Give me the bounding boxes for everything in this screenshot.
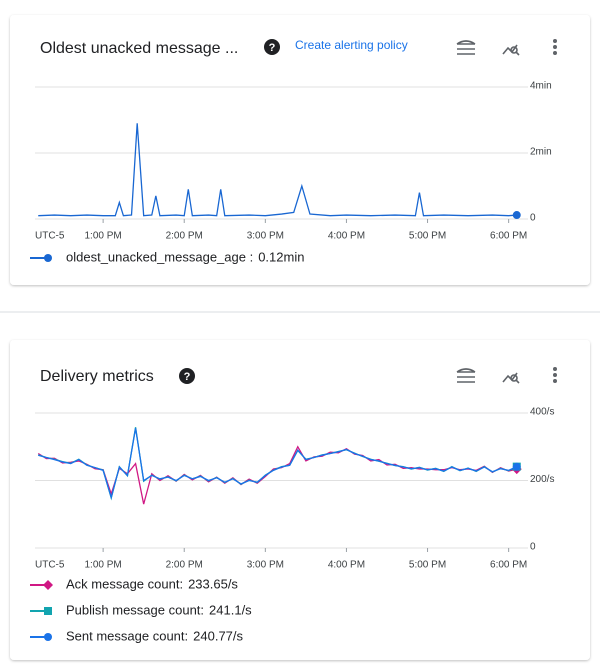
x-tick-label: 1:00 PM	[85, 231, 122, 242]
alert-link[interactable]: Create alerting policy	[295, 38, 408, 52]
legend-marker	[43, 580, 53, 590]
x-tick-label: 5:00 PM	[409, 560, 446, 571]
card-title: Delivery metrics	[40, 368, 154, 385]
x-tick-label: 1:00 PM	[85, 560, 122, 571]
x-tick-label: 6:00 PM	[490, 560, 527, 571]
legend-name: Sent message count:	[66, 628, 188, 643]
x-tick-label: 6:00 PM	[490, 231, 527, 242]
x-tick-label: 3:00 PM	[247, 560, 284, 571]
legend-toggle-icon[interactable]	[456, 40, 476, 55]
legend-toggle-icon[interactable]	[456, 368, 476, 383]
timezone-label: UTC-5	[35, 231, 65, 242]
x-tick-label: 3:00 PM	[247, 231, 284, 242]
legend-name: Ack message count:	[66, 576, 183, 591]
help-icon[interactable]: ?	[179, 368, 195, 384]
legend-marker	[44, 607, 52, 615]
legend-name: Publish message count:	[66, 602, 204, 617]
series-line	[38, 123, 517, 217]
more-icon[interactable]	[553, 367, 557, 383]
legend-name: oldest_unacked_message_age :	[66, 249, 253, 264]
card	[10, 15, 590, 285]
end-marker	[512, 462, 521, 471]
explore-icon[interactable]	[502, 372, 520, 384]
legend-marker	[44, 254, 52, 262]
svg-text:?: ?	[184, 371, 191, 383]
x-tick-label: 4:00 PM	[328, 560, 365, 571]
y-tick-label: 0	[530, 542, 536, 553]
svg-text:?: ?	[269, 42, 276, 54]
legend-value: 241.1/s	[209, 602, 252, 617]
x-tick-label: 5:00 PM	[409, 231, 446, 242]
legend-marker	[44, 633, 52, 641]
help-icon[interactable]: ?	[264, 39, 280, 55]
legend-value: 233.65/s	[188, 576, 238, 591]
series-line	[38, 428, 518, 500]
x-tick-label: 2:00 PM	[166, 231, 203, 242]
explore-icon[interactable]	[502, 44, 520, 56]
more-icon[interactable]	[553, 39, 557, 55]
legend-value: 240.77/s	[193, 628, 243, 643]
legend-value: 0.12min	[258, 249, 304, 264]
end-marker	[512, 211, 521, 220]
y-tick-label: 2min	[530, 147, 552, 158]
card-title: Oldest unacked message ...	[40, 40, 238, 57]
x-tick-label: 4:00 PM	[328, 231, 365, 242]
timezone-label: UTC-5	[35, 560, 65, 571]
y-tick-label: 0	[530, 213, 536, 224]
card	[10, 340, 590, 660]
y-tick-label: 200/s	[530, 474, 554, 485]
y-tick-label: 4min	[530, 81, 552, 92]
y-tick-label: 400/s	[530, 407, 554, 418]
x-tick-label: 2:00 PM	[166, 560, 203, 571]
